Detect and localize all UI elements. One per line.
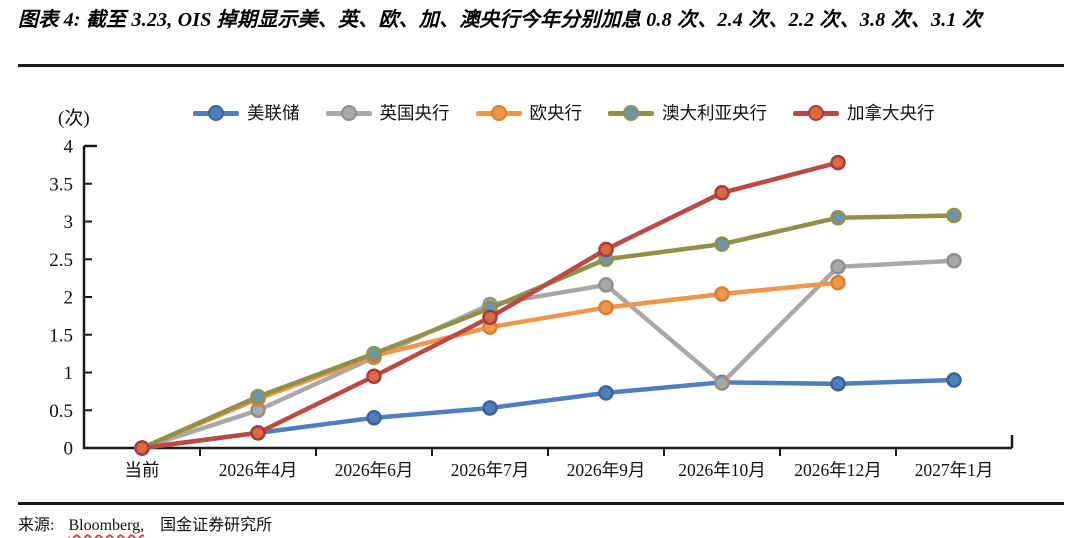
series-boc-marker [598, 241, 614, 258]
chart-legend: 美联储 英国央行 欧央行 澳大利亚央行 加拿大央行 [193, 100, 935, 125]
y-tick-label: 4 [64, 137, 74, 158]
y-tick-label: 2 [64, 288, 74, 309]
series-boe-marker [946, 253, 962, 269]
footer-divider [18, 502, 1064, 505]
series-rba-marker [250, 388, 266, 405]
y-tick-label: 3 [64, 212, 74, 233]
legend-marker-icon [793, 104, 839, 121]
series-rba-marker [946, 207, 962, 224]
series-fed-marker [482, 400, 498, 416]
series-boe-marker [598, 277, 614, 293]
series-boc-marker [134, 440, 150, 456]
y-tick-label: 0 [64, 439, 74, 460]
y-axis-ticks: 0 0.5 1 1.5 2 2.5 3 3.5 4 [49, 137, 92, 460]
series-boc-marker [830, 154, 846, 171]
series-fed-line [139, 377, 957, 451]
source-label: 来源: [18, 517, 55, 534]
x-tick-label: 2026年4月 [219, 460, 298, 480]
legend-item-rba: 澳大利亚央行 [608, 100, 767, 125]
title-divider [18, 64, 1064, 67]
y-tick-label: 2.5 [49, 250, 73, 271]
figure-title: 图表 4: 截至 3.23, OIS 掉期显示美、英、欧、加、澳央行今年分别加息… [18, 9, 983, 31]
x-tick-label: 2026年7月 [451, 460, 530, 480]
legend-item-boe: 英国央行 [325, 100, 450, 125]
series-boe-marker [830, 259, 846, 275]
series-boc-marker [482, 309, 498, 326]
series-boe-marker [714, 375, 730, 391]
y-tick-label: 1 [64, 363, 74, 384]
x-tick-label: 2027年1月 [915, 460, 994, 480]
x-tick-label: 当前 [125, 460, 160, 480]
series-fed-marker [598, 385, 614, 401]
axes [82, 144, 1014, 450]
y-axis-unit-label: (次) [58, 108, 90, 129]
legend-item-ecb: 欧央行 [475, 100, 583, 125]
source-bloomberg: Bloomberg, [68, 517, 145, 534]
series-fed-marker [946, 372, 962, 388]
legend-marker-icon [475, 104, 522, 121]
legend-marker-icon [608, 104, 654, 121]
x-axis-ticks: 当前 2026年4月 2026年6月 2026年7月 2026年9月 2026年10月 20… [125, 448, 994, 480]
legend-label: 澳大利亚央行 [662, 103, 767, 123]
series-rba-marker [366, 345, 382, 362]
source-org: 国金证券研究所 [160, 517, 273, 534]
x-tick-label: 2026年10月 [678, 460, 766, 480]
legend-item-boc: 加拿大央行 [793, 100, 935, 125]
series-boc-marker [366, 368, 382, 385]
y-tick-label: 3.5 [49, 174, 73, 195]
legend-label: 加拿大央行 [847, 103, 935, 123]
series-fed-marker [366, 410, 382, 426]
series-boc-marker [250, 425, 266, 441]
series-ecb-marker [598, 299, 614, 316]
y-tick-label: 0.5 [49, 401, 73, 422]
x-tick-label: 2026年9月 [567, 460, 646, 480]
series-ecb-marker [830, 274, 846, 291]
series-ecb-marker [714, 286, 730, 302]
source-note: 来源: Bloomberg, 国金证券研究所 [18, 511, 272, 535]
legend-item-fed: 美联储 [193, 100, 300, 125]
series-rba-marker [714, 236, 730, 252]
series-boe-line [139, 258, 957, 451]
x-tick-label: 2026年6月 [335, 460, 414, 480]
legend-label: 英国央行 [379, 103, 450, 123]
series-rba-marker [830, 209, 846, 226]
legend-label: 欧央行 [529, 103, 583, 123]
legend-label: 美联储 [247, 103, 300, 123]
series-boc-marker [714, 185, 730, 201]
series-fed-marker [830, 376, 846, 392]
legend-marker-icon [193, 104, 239, 121]
legend-marker-icon [325, 104, 372, 121]
y-tick-label: 1.5 [49, 325, 73, 346]
series-boc [134, 154, 846, 456]
x-tick-label: 2026年12月 [794, 460, 882, 480]
